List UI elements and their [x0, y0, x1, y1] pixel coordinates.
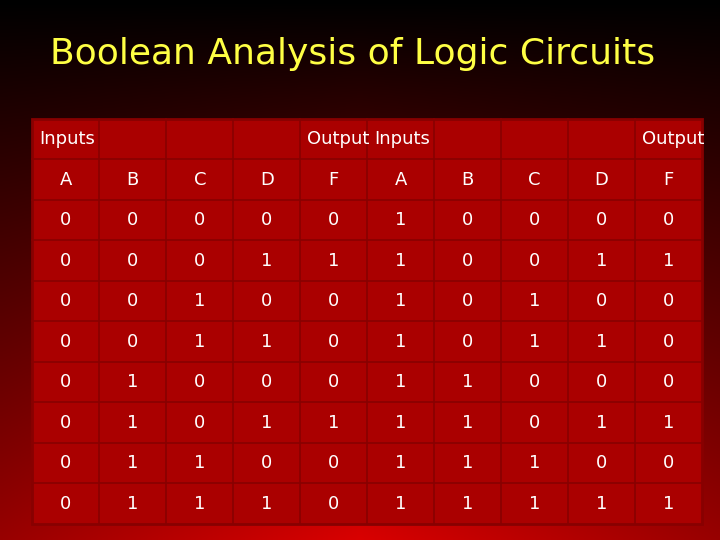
Text: 0: 0: [462, 292, 473, 310]
Text: 0: 0: [663, 333, 674, 350]
Text: 1: 1: [663, 495, 674, 512]
Text: 0: 0: [462, 211, 473, 229]
Text: D: D: [260, 171, 274, 188]
Text: 1: 1: [529, 454, 540, 472]
Text: 0: 0: [596, 454, 607, 472]
Text: 0: 0: [127, 252, 138, 269]
Text: 1: 1: [328, 252, 339, 269]
Text: 1: 1: [395, 211, 406, 229]
Text: 0: 0: [529, 414, 540, 431]
Text: 0: 0: [60, 252, 71, 269]
Text: A: A: [395, 171, 407, 188]
Text: 1: 1: [261, 333, 272, 350]
Text: 1: 1: [194, 333, 205, 350]
Text: 0: 0: [261, 454, 272, 472]
Text: 0: 0: [194, 414, 205, 431]
Text: 0: 0: [127, 211, 138, 229]
Text: Inputs: Inputs: [39, 130, 95, 148]
Text: D: D: [595, 171, 608, 188]
Text: 1: 1: [462, 373, 473, 391]
Text: 0: 0: [328, 292, 339, 310]
Text: 1: 1: [596, 333, 607, 350]
Text: 1: 1: [395, 414, 406, 431]
Text: 0: 0: [529, 252, 540, 269]
Text: F: F: [663, 171, 674, 188]
Text: 1: 1: [261, 252, 272, 269]
Text: 0: 0: [261, 292, 272, 310]
Text: 1: 1: [663, 252, 674, 269]
Text: 1: 1: [127, 454, 138, 472]
Bar: [32, 119, 702, 524]
Text: 1: 1: [663, 414, 674, 431]
Text: 1: 1: [529, 495, 540, 512]
Text: 1: 1: [127, 373, 138, 391]
Text: 0: 0: [663, 211, 674, 229]
Text: 0: 0: [194, 211, 205, 229]
Text: 0: 0: [60, 454, 71, 472]
Text: 1: 1: [596, 252, 607, 269]
Text: Inputs: Inputs: [374, 130, 430, 148]
Text: 1: 1: [328, 414, 339, 431]
Text: 0: 0: [194, 252, 205, 269]
Text: 0: 0: [529, 211, 540, 229]
Text: 0: 0: [194, 373, 205, 391]
Text: 0: 0: [328, 454, 339, 472]
Text: Output: Output: [642, 130, 704, 148]
Text: 1: 1: [127, 495, 138, 512]
Text: 1: 1: [462, 414, 473, 431]
Text: 1: 1: [596, 414, 607, 431]
Text: 0: 0: [462, 333, 473, 350]
Text: 0: 0: [60, 292, 71, 310]
Text: 0: 0: [60, 373, 71, 391]
Text: 0: 0: [127, 292, 138, 310]
Text: 0: 0: [663, 373, 674, 391]
Text: 0: 0: [60, 414, 71, 431]
Text: 1: 1: [462, 495, 473, 512]
Text: B: B: [127, 171, 139, 188]
Text: 1: 1: [395, 292, 406, 310]
Text: F: F: [328, 171, 339, 188]
Text: 0: 0: [261, 211, 272, 229]
Text: 0: 0: [328, 211, 339, 229]
Text: 1: 1: [529, 292, 540, 310]
Text: Boolean Analysis of Logic Circuits: Boolean Analysis of Logic Circuits: [50, 37, 655, 71]
Text: 1: 1: [395, 252, 406, 269]
Text: Output: Output: [307, 130, 369, 148]
Text: 1: 1: [194, 495, 205, 512]
Text: 0: 0: [462, 252, 473, 269]
Text: 1: 1: [261, 495, 272, 512]
Text: 0: 0: [663, 292, 674, 310]
Text: 0: 0: [60, 495, 71, 512]
Text: 1: 1: [194, 454, 205, 472]
Text: 1: 1: [596, 495, 607, 512]
Text: 0: 0: [328, 373, 339, 391]
Text: 0: 0: [60, 333, 71, 350]
Text: 0: 0: [261, 373, 272, 391]
Text: 0: 0: [127, 333, 138, 350]
Text: 0: 0: [596, 373, 607, 391]
Text: C: C: [194, 171, 206, 188]
Text: A: A: [60, 171, 72, 188]
Text: 0: 0: [663, 454, 674, 472]
Text: 0: 0: [328, 495, 339, 512]
Text: 1: 1: [261, 414, 272, 431]
Text: 1: 1: [395, 333, 406, 350]
Text: 0: 0: [328, 333, 339, 350]
Text: 0: 0: [596, 292, 607, 310]
Text: 1: 1: [462, 454, 473, 472]
Text: 0: 0: [529, 373, 540, 391]
Text: 0: 0: [596, 211, 607, 229]
Text: 1: 1: [395, 454, 406, 472]
Text: 0: 0: [60, 211, 71, 229]
Text: 1: 1: [529, 333, 540, 350]
Text: 1: 1: [194, 292, 205, 310]
Text: 1: 1: [395, 373, 406, 391]
Text: B: B: [462, 171, 474, 188]
Text: C: C: [528, 171, 541, 188]
Bar: [32, 119, 702, 524]
Text: 1: 1: [127, 414, 138, 431]
Text: 1: 1: [395, 495, 406, 512]
